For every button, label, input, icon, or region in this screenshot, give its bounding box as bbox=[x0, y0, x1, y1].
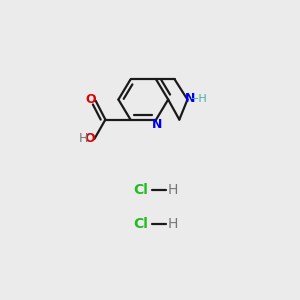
Text: Cl: Cl bbox=[134, 217, 148, 231]
Text: N: N bbox=[184, 92, 195, 105]
Text: N: N bbox=[152, 118, 162, 131]
Text: H: H bbox=[167, 183, 178, 196]
Text: O: O bbox=[85, 132, 95, 145]
Text: −H: −H bbox=[190, 94, 208, 104]
Text: H: H bbox=[167, 217, 178, 231]
Text: Cl: Cl bbox=[134, 183, 148, 196]
Text: O: O bbox=[85, 94, 96, 106]
Text: H: H bbox=[79, 132, 88, 145]
